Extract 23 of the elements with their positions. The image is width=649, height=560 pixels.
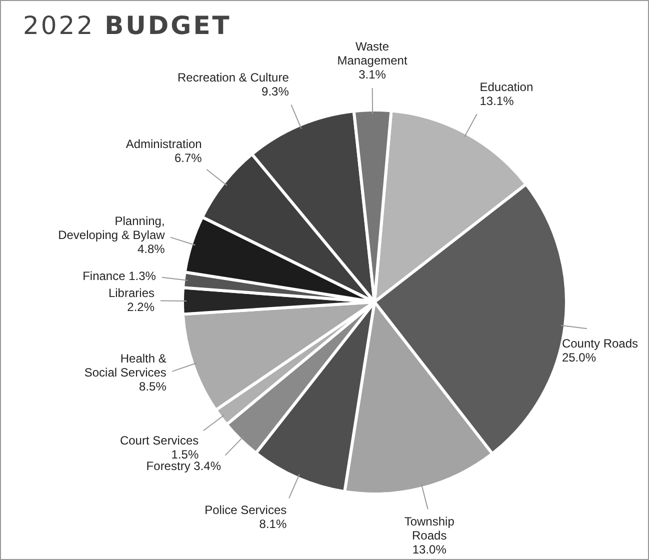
data-label: 25.0%: [562, 350, 596, 365]
slice-label: Finance 1.3%: [82, 268, 156, 283]
slice-label: Recreation & Culture: [178, 70, 290, 85]
data-label: 9.3%: [262, 84, 290, 99]
data-label: 8.1%: [259, 517, 287, 532]
data-label: 8.5%: [139, 380, 167, 394]
data-label: 4.8%: [137, 242, 166, 256]
data-label: 6.7%: [174, 150, 202, 165]
slice-label: Administration: [126, 136, 202, 151]
data-label: 2.2%: [127, 300, 155, 314]
data-label: 3.1%: [358, 67, 386, 82]
slice-label: Planning, Developing & Bylaw: [58, 214, 166, 242]
slice-label: Health & Social Services: [84, 352, 166, 380]
slice-label: Waste Management: [337, 39, 408, 68]
slice-label: Police Services: [204, 503, 287, 518]
slice-label: Education: [480, 80, 534, 94]
slice-label: Township Roads: [404, 514, 455, 542]
data-label: 13.1%: [480, 94, 514, 108]
data-label: 13.0%: [412, 542, 447, 556]
chart-title: 2022 BUDGET: [23, 11, 232, 40]
slice-label: County Roads: [562, 336, 638, 351]
slice-label: Libraries: [108, 286, 155, 300]
slice-label: Court Services: [120, 434, 199, 448]
